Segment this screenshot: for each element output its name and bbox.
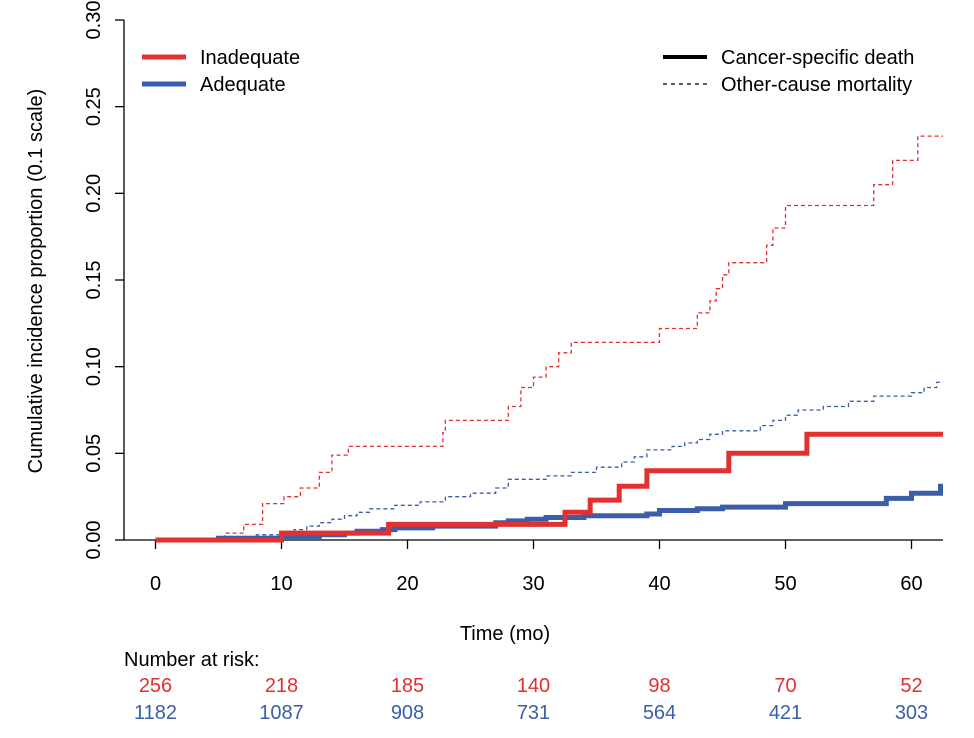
risk-value-inadequate: 185 [391, 675, 424, 697]
series-inadequate-cancer-specific [155, 431, 943, 543]
x-tick-label: 0 [150, 573, 161, 595]
y-tick-label: 0.25 [83, 87, 105, 126]
x-axis-title: Time (mo) [460, 623, 550, 645]
y-tick-label: 0.05 [83, 434, 105, 473]
series-inadequate-other-cause [155, 135, 943, 541]
x-tick-label: 40 [648, 573, 670, 595]
risk-value-inadequate: 140 [517, 675, 550, 697]
risk-value-adequate: 1087 [259, 702, 304, 724]
y-axis: 0.00 0.05 0.10 0.15 0.20 0.25 0.30 [83, 1, 125, 560]
x-tick-label: 20 [396, 573, 418, 595]
series-adequate-cancer-specific [155, 483, 943, 543]
risk-value-adequate: 303 [895, 702, 928, 724]
risk-value-adequate: 564 [643, 702, 676, 724]
x-axis: 0 10 20 30 40 50 60 [124, 539, 943, 595]
y-tick-label: 0.15 [83, 261, 105, 300]
risk-value-adequate: 908 [391, 702, 424, 724]
risk-value-inadequate: 52 [900, 675, 922, 697]
risk-value-adequate: 421 [769, 702, 802, 724]
y-tick-label: 0.10 [83, 347, 105, 386]
risk-table-title: Number at risk: [124, 649, 260, 671]
y-tick-label: 0.20 [83, 174, 105, 213]
x-tick-label: 30 [522, 573, 544, 595]
legend-label-inadequate: Inadequate [200, 47, 300, 69]
x-tick-label: 50 [774, 573, 796, 595]
risk-value-inadequate: 256 [139, 675, 172, 697]
x-tick-label: 10 [270, 573, 292, 595]
risk-table: 256 218 185 140 98 70 52 1182 1087 908 731 564 421 30… [134, 675, 928, 724]
risk-value-adequate: 731 [517, 702, 550, 724]
legend-label-adequate: Adequate [200, 74, 286, 96]
risk-value-inadequate: 218 [265, 675, 298, 697]
y-axis-title: Cumulative incidence proportion (0.1 sca… [25, 89, 47, 474]
legend-label-cancer-specific: Cancer-specific death [721, 47, 914, 69]
risk-value-inadequate: 70 [774, 675, 796, 697]
legend-label-other-cause: Other-cause mortality [721, 74, 912, 96]
x-tick-label: 60 [900, 573, 922, 595]
legend-groups: Inadequate Adequate [142, 47, 300, 96]
y-tick-label: 0.30 [83, 1, 105, 40]
risk-value-adequate: 1182 [134, 702, 177, 724]
series-layer [155, 135, 943, 543]
series-adequate-other-cause [155, 381, 943, 541]
y-tick-label: 0.00 [83, 521, 105, 560]
risk-value-inadequate: 98 [648, 675, 670, 697]
legend-types: Cancer-specific death Other-cause mortal… [663, 47, 914, 96]
